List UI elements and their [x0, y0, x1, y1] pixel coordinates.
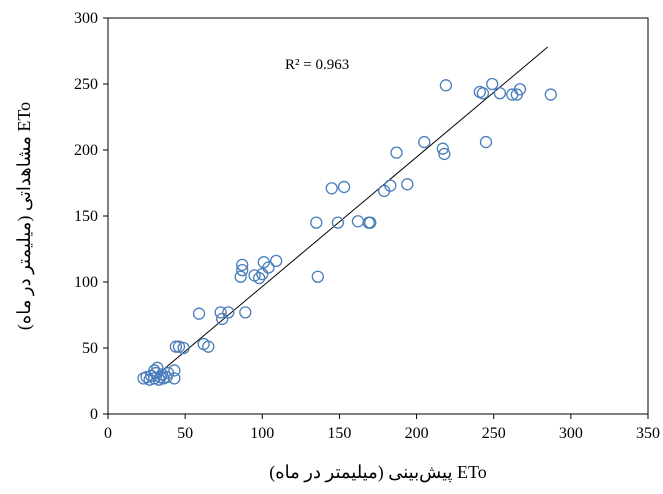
data-point — [236, 263, 249, 277]
data-point — [311, 270, 324, 283]
data-point — [214, 306, 227, 319]
data-point — [222, 306, 235, 319]
y-axis-ticks: 0 50 100 150 200 250 300 — [74, 10, 108, 423]
data-point — [476, 87, 490, 100]
data-points — [137, 77, 557, 386]
x-tick-label: 50 — [177, 425, 193, 442]
data-point — [216, 312, 229, 326]
trend-line — [146, 46, 549, 385]
y-tick-label: 0 — [90, 406, 98, 423]
x-tick-label: 350 — [636, 425, 660, 442]
data-point — [192, 307, 206, 320]
data-point — [351, 215, 365, 228]
data-point — [331, 216, 345, 229]
data-point — [236, 258, 249, 271]
data-point — [177, 341, 190, 355]
x-axis-ticks: 0 50 100 150 200 250 300 350 — [104, 414, 660, 442]
x-tick-label: 200 — [405, 425, 429, 442]
plot-area-frame — [107, 17, 649, 415]
data-point — [172, 340, 186, 353]
data-point — [168, 372, 181, 385]
y-axis-title: ETo مشاهداتی (میلیمتر در ماه) — [14, 102, 35, 330]
data-point — [493, 87, 507, 100]
data-point — [262, 261, 275, 274]
data-point — [439, 79, 453, 92]
y-tick-label: 150 — [74, 208, 98, 225]
r-squared-annotation: R² = 0.963 — [285, 57, 349, 73]
y-tick-label: 200 — [74, 142, 98, 159]
data-point — [169, 340, 183, 353]
data-point — [418, 135, 431, 149]
data-point — [202, 340, 215, 353]
data-point — [544, 88, 557, 101]
data-point — [479, 135, 493, 149]
data-point — [256, 267, 269, 281]
data-point — [234, 270, 247, 283]
y-tick-label: 100 — [74, 274, 98, 291]
data-point — [337, 180, 351, 194]
y-tick-label: 300 — [74, 10, 98, 27]
y-tick-label: 250 — [74, 76, 98, 93]
y-tick-label: 50 — [82, 340, 98, 357]
data-point — [168, 364, 181, 377]
x-tick-label: 100 — [250, 425, 274, 442]
data-point — [513, 83, 527, 96]
data-point — [253, 271, 266, 285]
data-point — [364, 216, 377, 229]
x-axis-title: ETo پیش‌بینی (میلیمتر در ماه) — [269, 462, 487, 483]
data-point — [436, 142, 449, 155]
data-point — [310, 216, 323, 229]
x-tick-label: 0 — [104, 425, 112, 442]
data-point — [486, 77, 499, 91]
data-point — [270, 254, 283, 268]
data-point — [390, 146, 403, 159]
data-point — [384, 179, 397, 192]
data-point — [401, 178, 414, 191]
data-point — [438, 147, 451, 161]
data-point — [151, 361, 164, 374]
data-point — [239, 306, 252, 319]
data-point — [325, 182, 338, 195]
x-tick-label: 250 — [482, 425, 506, 442]
x-tick-label: 300 — [559, 425, 583, 442]
x-tick-label: 150 — [327, 425, 351, 442]
